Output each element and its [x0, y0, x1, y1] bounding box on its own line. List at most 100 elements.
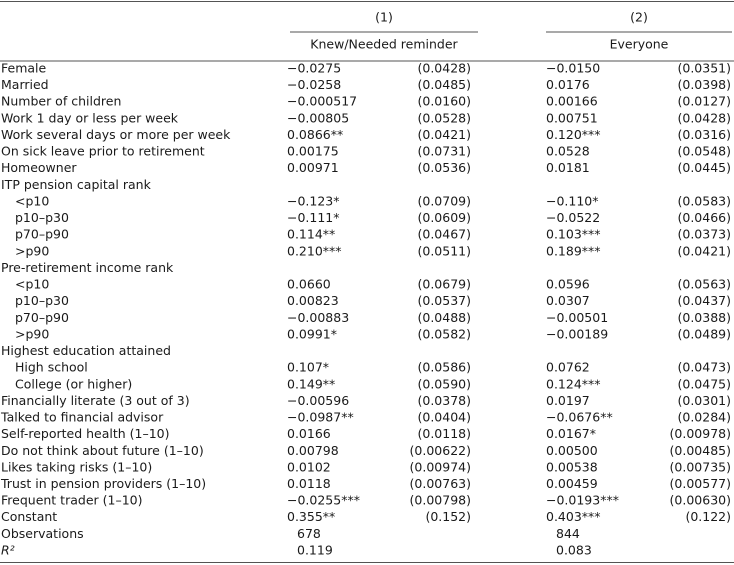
std-error: (0.00630) — [670, 493, 731, 508]
column-number: (1) — [375, 10, 393, 25]
row-label: Do not think about future (1–10) — [1, 443, 204, 458]
std-error: (0.0118) — [418, 426, 472, 441]
std-error: (0.0537) — [418, 293, 472, 308]
coefficient: 0.0596 — [546, 277, 590, 292]
std-error: (0.0475) — [678, 376, 732, 391]
std-error: (0.0388) — [678, 310, 732, 325]
coefficient: 0.120*** — [546, 127, 601, 142]
std-error: (0.0351) — [678, 61, 732, 76]
coefficient: 0.00798 — [287, 443, 339, 458]
std-error: (0.00978) — [670, 426, 731, 441]
std-error: (0.0488) — [418, 310, 472, 325]
coefficient: 0.0991* — [287, 326, 337, 341]
row-label: p10–p30 — [15, 210, 69, 225]
std-error: (0.0437) — [678, 293, 732, 308]
coefficient: −0.110* — [546, 193, 599, 208]
std-error: (0.00974) — [410, 459, 471, 474]
coefficient: 0.355** — [287, 509, 335, 524]
coefficient: −0.00189 — [546, 326, 608, 341]
coefficient: 0.0197 — [546, 393, 590, 408]
std-error: (0.122) — [685, 509, 731, 524]
std-error: (0.0485) — [418, 77, 472, 92]
std-error: (0.00763) — [410, 476, 471, 491]
std-error: (0.0528) — [418, 110, 472, 125]
std-error: (0.0378) — [418, 393, 472, 408]
coefficient: 0.00823 — [287, 293, 339, 308]
coefficient: 0.0176 — [546, 77, 590, 92]
coefficient: −0.00805 — [287, 110, 349, 125]
coefficient: 0.00500 — [546, 443, 598, 458]
std-error: (0.00735) — [670, 459, 731, 474]
row-label: >p90 — [15, 326, 49, 341]
coefficient: −0.0275 — [287, 61, 341, 76]
coefficient: 0.103*** — [546, 227, 601, 242]
row-label: p10–p30 — [15, 293, 69, 308]
column-label: Everyone — [610, 37, 669, 52]
std-error: (0.00798) — [410, 493, 471, 508]
row-label: >p90 — [15, 243, 49, 258]
coefficient: −0.00883 — [287, 310, 349, 325]
count: 0.083 — [556, 542, 592, 557]
std-error: (0.0709) — [418, 193, 472, 208]
count: 678 — [297, 526, 321, 541]
coefficient: 0.00166 — [546, 94, 598, 109]
row-label: Financially literate (3 out of 3) — [1, 393, 190, 408]
row-label: Pre-retirement income rank — [1, 260, 174, 275]
coefficient: 0.0762 — [546, 360, 590, 375]
row-label: Married — [1, 77, 49, 92]
std-error: (0.0127) — [678, 94, 732, 109]
coefficient: 0.00459 — [546, 476, 598, 491]
coefficient: 0.00538 — [546, 459, 598, 474]
coefficient: −0.123* — [287, 193, 340, 208]
count: 844 — [556, 526, 580, 541]
coefficient: 0.0866** — [287, 127, 343, 142]
row-label: R² — [1, 542, 15, 557]
coefficient: −0.111* — [287, 210, 340, 225]
coefficient: 0.210*** — [287, 243, 342, 258]
row-label: <p10 — [15, 277, 49, 292]
coefficient: 0.00751 — [546, 110, 598, 125]
row-label: Constant — [1, 509, 57, 524]
column-number: (2) — [630, 10, 648, 25]
std-error: (0.0536) — [418, 160, 472, 175]
row-label: College (or higher) — [15, 376, 132, 391]
coefficient: −0.0150 — [546, 61, 600, 76]
std-error: (0.00622) — [410, 443, 471, 458]
std-error: (0.0511) — [418, 243, 472, 258]
coefficient: 0.114** — [287, 227, 335, 242]
std-error: (0.152) — [425, 509, 471, 524]
column-label: Knew/Needed reminder — [310, 37, 458, 52]
coefficient: 0.0167* — [546, 426, 596, 441]
coefficient: −0.0255*** — [287, 493, 360, 508]
coefficient: 0.403*** — [546, 509, 601, 524]
row-label: <p10 — [15, 193, 49, 208]
coefficient: 0.0102 — [287, 459, 331, 474]
std-error: (0.0301) — [678, 393, 732, 408]
std-error: (0.00577) — [670, 476, 731, 491]
coefficient: 0.0660 — [287, 277, 331, 292]
coefficient: −0.0258 — [287, 77, 341, 92]
row-label: High school — [15, 360, 88, 375]
row-label: ITP pension capital rank — [1, 177, 152, 192]
row-label: Trust in pension providers (1–10) — [0, 476, 206, 491]
std-error: (0.0583) — [678, 193, 732, 208]
row-label: Observations — [1, 526, 84, 541]
row-label: p70–p90 — [15, 227, 69, 242]
std-error: (0.0421) — [678, 243, 732, 258]
coefficient: 0.189*** — [546, 243, 601, 258]
row-label: Highest education attained — [1, 343, 171, 358]
row-label: On sick leave prior to retirement — [1, 144, 205, 159]
std-error: (0.0467) — [418, 227, 472, 242]
std-error: (0.0373) — [678, 227, 732, 242]
std-error: (0.0582) — [418, 326, 472, 341]
std-error: (0.0428) — [678, 110, 732, 125]
coefficient: −0.0193*** — [546, 493, 619, 508]
coefficient: 0.0166 — [287, 426, 331, 441]
std-error: (0.0473) — [678, 360, 732, 375]
coefficient: 0.0118 — [287, 476, 331, 491]
std-error: (0.0489) — [678, 326, 732, 341]
std-error: (0.0404) — [418, 410, 472, 425]
row-label: Work 1 day or less per week — [1, 110, 179, 125]
row-label: Number of children — [1, 94, 121, 109]
std-error: (0.0316) — [678, 127, 732, 142]
